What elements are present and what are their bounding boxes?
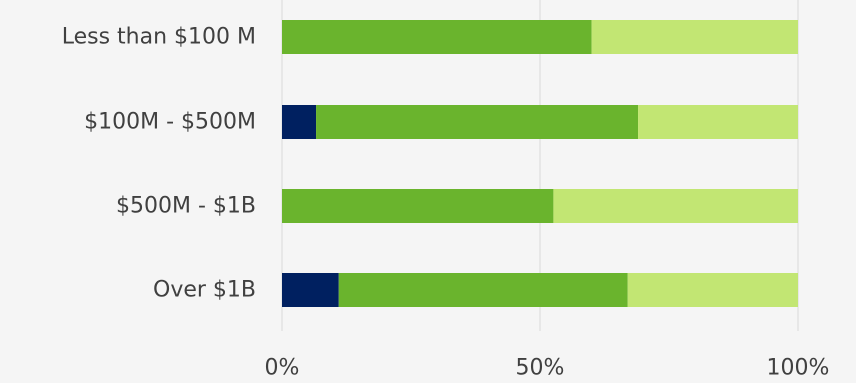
category-label-0: Less than $100 M bbox=[62, 25, 256, 50]
category-labels: Less than $100 M $100M - $500M $500M - $1B… bbox=[62, 25, 256, 303]
x-tick-labels: 0% 50% 100% bbox=[265, 356, 830, 381]
bar-segment-2-2 bbox=[553, 189, 798, 223]
bar-segment-3-1 bbox=[338, 273, 628, 307]
bar-segment-2-1 bbox=[282, 189, 554, 223]
bar-segment-0-1 bbox=[282, 20, 592, 54]
category-label-2: $500M - $1B bbox=[116, 194, 256, 219]
bar-segment-3-2 bbox=[627, 273, 798, 307]
bar-segment-0-2 bbox=[591, 20, 798, 54]
x-tick-label-1: 50% bbox=[516, 356, 565, 381]
x-tick-label-2: 100% bbox=[767, 356, 830, 381]
category-label-3: Over $1B bbox=[153, 278, 256, 303]
category-label-1: $100M - $500M bbox=[84, 110, 256, 135]
x-tick-label-0: 0% bbox=[265, 356, 300, 381]
bar-segments bbox=[282, 20, 798, 307]
bar-segment-1-0 bbox=[282, 105, 317, 139]
bar-segment-1-1 bbox=[316, 105, 639, 139]
bar-segment-1-2 bbox=[638, 105, 798, 139]
bar-segment-3-0 bbox=[282, 273, 339, 307]
